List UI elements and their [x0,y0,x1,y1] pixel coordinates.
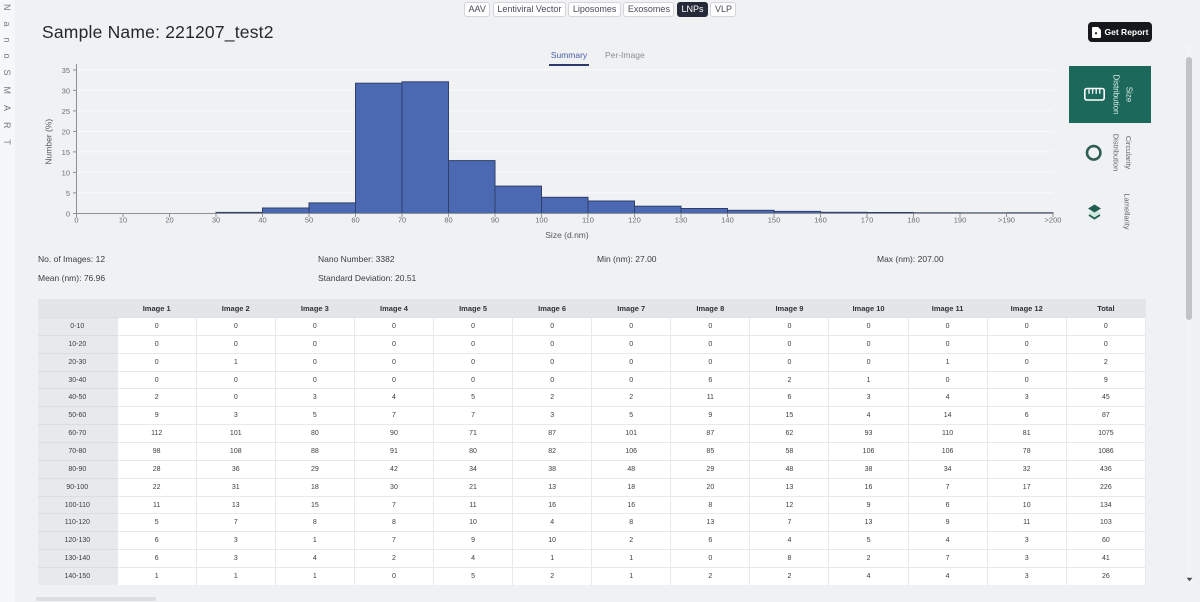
svg-text:170: 170 [861,216,874,225]
svg-text:150: 150 [768,216,781,225]
svg-text:30: 30 [212,216,220,225]
svg-text:160: 160 [814,216,827,225]
svg-text:70: 70 [398,216,406,225]
svg-text:0: 0 [74,216,78,225]
svg-text:15: 15 [62,148,70,157]
svg-text:25: 25 [62,107,70,116]
svg-text:10: 10 [62,169,70,178]
svg-text:20: 20 [62,128,70,137]
svg-text:30: 30 [62,87,70,96]
svg-text:100: 100 [535,216,548,225]
svg-text:10: 10 [119,216,127,225]
svg-text:>200: >200 [1045,216,1062,225]
svg-text:50: 50 [305,216,313,225]
svg-text:120: 120 [628,216,641,225]
svg-text:0: 0 [66,210,70,219]
svg-text:Number (%): Number (%) [44,119,54,165]
svg-text:60: 60 [351,216,359,225]
svg-text:80: 80 [444,216,452,225]
svg-text:140: 140 [721,216,734,225]
svg-text:35: 35 [62,66,70,75]
svg-text:40: 40 [258,216,266,225]
svg-text:90: 90 [491,216,499,225]
svg-text:5: 5 [66,189,70,198]
svg-text:110: 110 [582,216,594,225]
svg-text:20: 20 [165,216,173,225]
svg-text:130: 130 [675,216,688,225]
svg-text:>190: >190 [998,216,1015,225]
svg-text:180: 180 [907,216,920,225]
svg-text:Size (d.nm): Size (d.nm) [545,230,589,240]
svg-text:190: 190 [954,216,967,225]
